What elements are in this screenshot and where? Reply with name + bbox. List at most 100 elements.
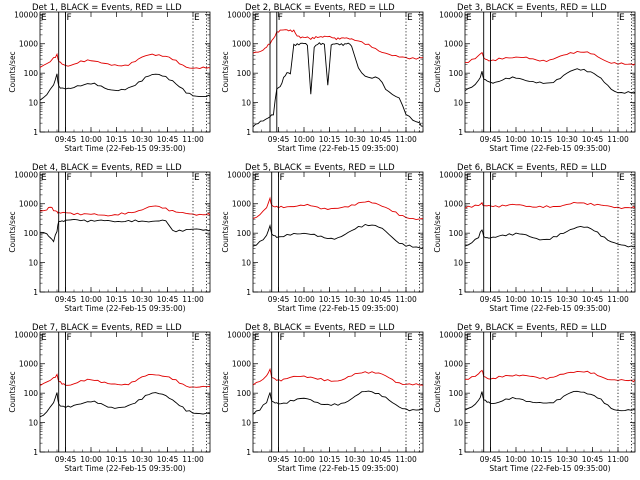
series-lld-line <box>253 367 423 386</box>
y-tick-label: 10 <box>28 99 38 108</box>
x-tick-label: 10:45 <box>370 295 392 304</box>
panel-title: Det 4, BLACK = Events, RED = LLD <box>32 163 182 173</box>
series-lld-line <box>253 196 423 221</box>
y-tick-label: 1 <box>246 128 251 137</box>
x-tick-label: 10:30 <box>556 455 578 464</box>
y-tick-label: 1 <box>246 288 251 297</box>
y-tick-label: 10000 <box>14 10 38 19</box>
y-axis-label: Counts/sec <box>8 371 17 412</box>
flare-flag-label: F <box>492 13 497 23</box>
y-axis-label: Counts/sec <box>8 211 17 252</box>
y-tick-label: 1000 <box>232 360 251 369</box>
x-tick-label: 10:30 <box>131 135 153 144</box>
x-tick-label: 10:00 <box>80 295 102 304</box>
y-tick-label: 10000 <box>439 170 463 179</box>
panel-title: Det 8, BLACK = Events, RED = LLD <box>245 323 395 333</box>
y-axis-label: Counts/sec <box>221 51 230 92</box>
y-tick-label: 1000 <box>232 40 251 49</box>
series-lld-line <box>465 369 635 383</box>
x-axis-label: Start Time (22-Feb-15 09:35:00) <box>64 304 185 313</box>
x-tick-label: 10:15 <box>531 295 553 304</box>
x-axis-label: Start Time (22-Feb-15 09:35:00) <box>64 144 185 153</box>
y-tick-label: 100 <box>24 69 39 78</box>
panel-title: Det 7, BLACK = Events, RED = LLD <box>32 323 182 333</box>
x-axis-label: Start Time (22-Feb-15 09:35:00) <box>277 144 398 153</box>
y-axis-label: Counts/sec <box>8 51 17 92</box>
series-events-line <box>253 223 423 249</box>
y-tick-label: 100 <box>24 389 39 398</box>
x-tick-label: 10:30 <box>556 135 578 144</box>
x-axis-label: Start Time (22-Feb-15 09:35:00) <box>277 464 398 473</box>
series-events-line <box>253 390 423 415</box>
y-tick-label: 1000 <box>444 40 463 49</box>
y-tick-label: 10000 <box>14 330 38 339</box>
y-tick-label: 10000 <box>439 330 463 339</box>
x-tick-label: 11:00 <box>395 455 417 464</box>
x-tick-label: 10:15 <box>106 135 128 144</box>
x-axis-label: Start Time (22-Feb-15 09:35:00) <box>64 464 185 473</box>
x-tick-label: 10:45 <box>370 135 392 144</box>
panel-title: Det 2, BLACK = Events, RED = LLD <box>245 3 395 13</box>
eclipse-flag-label: E <box>466 173 472 183</box>
eclipse-flag-label: E <box>407 13 413 23</box>
detector-panel-5: Det 5, BLACK = Events, RED = LLD 1 10 100 10… <box>221 163 424 313</box>
eclipse-flag-label: E <box>194 333 200 343</box>
y-tick-label: 10000 <box>14 170 38 179</box>
y-tick-label: 1000 <box>19 360 38 369</box>
y-axis-label: Counts/sec <box>433 371 442 412</box>
series-events-line <box>465 226 635 248</box>
y-tick-label: 10000 <box>227 170 251 179</box>
x-tick-label: 09:45 <box>480 295 502 304</box>
y-tick-label: 1 <box>458 288 463 297</box>
flare-flag-label: F <box>492 173 497 183</box>
x-tick-label: 09:45 <box>55 295 77 304</box>
flare-flag-label: F <box>67 173 72 183</box>
x-tick-label: 10:15 <box>106 455 128 464</box>
series-lld-line <box>465 50 635 66</box>
x-tick-label: 10:00 <box>293 455 315 464</box>
flare-flag-label: F <box>280 173 285 183</box>
panel-title: Det 3, BLACK = Events, RED = LLD <box>457 3 607 13</box>
y-tick-label: 100 <box>24 229 39 238</box>
x-tick-label: 10:45 <box>582 295 604 304</box>
x-tick-label: 10:30 <box>131 295 153 304</box>
y-axis-label: Counts/sec <box>433 211 442 252</box>
x-tick-label: 10:45 <box>157 295 179 304</box>
y-tick-label: 10 <box>453 419 463 428</box>
y-tick-label: 100 <box>237 69 252 78</box>
x-tick-label: 09:45 <box>268 135 290 144</box>
y-axis-label: Counts/sec <box>221 371 230 412</box>
x-tick-label: 11:00 <box>395 295 417 304</box>
y-tick-label: 1000 <box>19 200 38 209</box>
x-tick-label: 10:30 <box>344 135 366 144</box>
y-tick-label: 1000 <box>444 200 463 209</box>
x-tick-label: 10:15 <box>319 135 341 144</box>
series-events-line <box>465 68 635 94</box>
eclipse-flag-label: E <box>619 333 625 343</box>
series-lld-line <box>465 201 635 210</box>
panel-title: Det 1, BLACK = Events, RED = LLD <box>32 3 182 13</box>
detector-panel-6: Det 6, BLACK = Events, RED = LLD 1 10 100 10… <box>433 163 636 313</box>
x-tick-label: 10:30 <box>131 455 153 464</box>
y-axis-label: Counts/sec <box>433 51 442 92</box>
series-lld-line <box>40 52 210 69</box>
eclipse-flag-label: E <box>41 173 47 183</box>
flare-flag-label: F <box>67 13 72 23</box>
y-tick-label: 10000 <box>227 330 251 339</box>
eclipse-flag-label: E <box>619 13 625 23</box>
x-tick-label: 10:15 <box>319 455 341 464</box>
x-tick-label: 09:45 <box>480 455 502 464</box>
eclipse-flag-label: E <box>254 173 260 183</box>
x-tick-label: 11:00 <box>395 135 417 144</box>
eclipse-flag-label: E <box>194 173 200 183</box>
eclipse-flag-label: E <box>254 333 260 343</box>
y-tick-label: 10000 <box>439 10 463 19</box>
x-tick-label: 10:15 <box>319 295 341 304</box>
y-axis-label: Counts/sec <box>221 211 230 252</box>
x-tick-label: 11:00 <box>182 455 204 464</box>
eclipse-flag-label: E <box>466 333 472 343</box>
eclipse-flag-label: E <box>194 13 200 23</box>
eclipse-flag-label: E <box>41 13 47 23</box>
y-tick-label: 1 <box>246 448 251 457</box>
y-tick-label: 10 <box>28 419 38 428</box>
